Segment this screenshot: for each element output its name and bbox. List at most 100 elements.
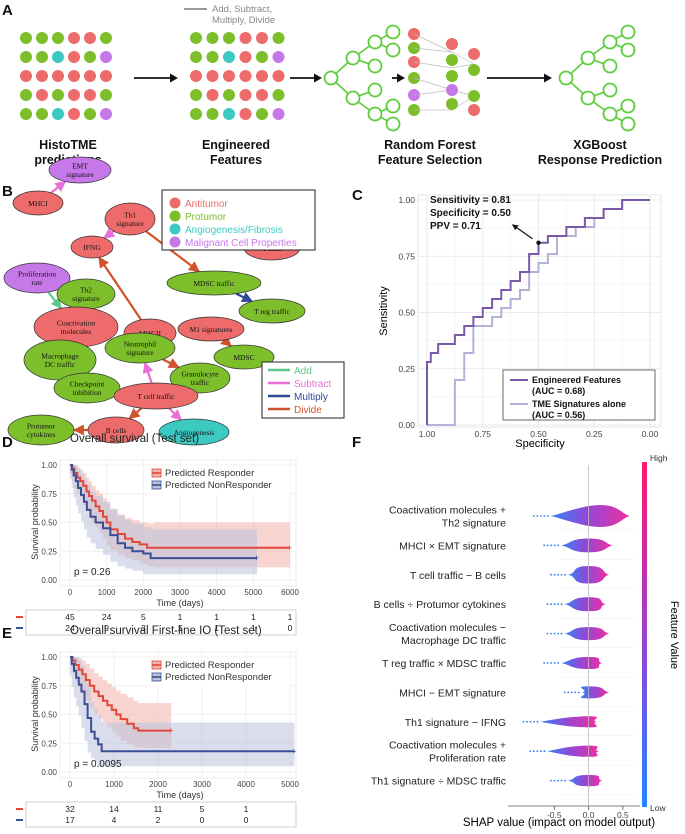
feature-node: [190, 108, 202, 120]
risk-table-cell: 14: [109, 804, 119, 814]
feature-value-colorbar: [642, 462, 647, 807]
shap-outlier-dot: [550, 544, 553, 547]
shap-outlier-dot: [564, 779, 566, 782]
shap-feature-label: T cell traffic − B cells: [410, 570, 506, 582]
shap-outlier-dot: [560, 632, 563, 635]
node-label-gran: traffic: [191, 378, 210, 387]
feature-dot: [84, 108, 96, 120]
feature-dot: [20, 108, 32, 120]
shap-violin-1: [561, 538, 613, 553]
arrow-head: [314, 73, 322, 83]
operation-label: Divide: [294, 405, 322, 416]
km-y-tick: 0.00: [41, 576, 57, 585]
legend-series-auc: (AUC = 0.56): [532, 410, 585, 420]
node-treg: [238, 298, 306, 324]
risk-table-cell: 0: [288, 623, 293, 633]
km-x-tick: 1000: [98, 588, 116, 597]
feature-dot: [100, 51, 112, 63]
feature-dot: [52, 70, 64, 82]
risk-table-cell: 9: [104, 623, 109, 633]
shap-outlier-dot: [529, 720, 532, 723]
caption-histotme-1: HistoTME: [39, 138, 97, 152]
shap-outlier-dot: [550, 603, 552, 606]
tree-node: [385, 42, 401, 58]
node-m1: [177, 316, 245, 342]
node-label-emt: EMT: [72, 162, 88, 171]
category-label: Malignant Cell Properties: [185, 238, 297, 249]
feature-node: [272, 108, 285, 120]
tree-node: [367, 58, 383, 74]
feature-node: [272, 32, 285, 44]
node-label-neut: Neutrophil: [124, 340, 157, 349]
feature-dot: [52, 108, 64, 120]
roc-curve-tme: [427, 199, 650, 426]
selection-link: [413, 33, 453, 53]
panel-label-d: D: [2, 434, 13, 451]
node-label-mhc1: MHCI: [28, 199, 48, 208]
km-x-tick: 2000: [134, 588, 152, 597]
node-protumor: [7, 414, 75, 446]
shap-outlier-dot: [543, 750, 546, 753]
shap-outlier-dot: [546, 632, 549, 635]
shap-outlier-dot: [536, 515, 539, 517]
feature-dot: [20, 70, 32, 82]
shap-outlier-dot: [522, 720, 525, 723]
risk-table-box: [25, 609, 297, 636]
histotme-dot-grid: [20, 32, 112, 120]
node-label-checkp: Checkpoint: [70, 380, 105, 389]
y-tick-label: 0.50: [398, 308, 415, 318]
tree-node: [620, 24, 636, 40]
feature-dot: [100, 108, 112, 120]
selection-link: [413, 89, 453, 96]
risk-table-cell: 5: [141, 612, 146, 622]
shap-outlier-dot: [560, 779, 563, 782]
shap-outlier-dot: [557, 779, 559, 782]
shap-feature-label: Th1 signature − IFNG: [405, 717, 506, 729]
panel-d-km-test-set: Overall survival (Test set) 0.00 0.25 0.50 0…: [16, 433, 299, 636]
panel-e-km-first-line-io: Overall survival First-line IO (Test set…: [16, 625, 299, 828]
risk-table-cell: 11: [154, 804, 163, 814]
feature-dot: [84, 32, 96, 44]
tree-node: [367, 82, 383, 98]
node-mdsct: [166, 270, 262, 296]
x-tick-label: 0.00: [642, 429, 659, 439]
feature-node: [256, 32, 268, 44]
tree-node: [602, 34, 618, 50]
panel-a-pipeline: Add, Subtract, Multiply, Divide HistoTME…: [20, 4, 662, 167]
tree-node: [385, 24, 401, 40]
shap-violin-8: [547, 745, 599, 757]
feature-dot: [68, 70, 80, 82]
selection-link: [413, 77, 453, 91]
node-label-coact: molecules: [61, 327, 91, 336]
edge-th1-mdsct: [145, 230, 200, 273]
km-legend-bg: [150, 466, 290, 496]
shap-outlier-dot: [557, 544, 560, 547]
km-pvalue: p = 0.0095: [74, 759, 122, 770]
legend-series-name: Engineered Features: [532, 375, 621, 385]
selected-feature-dot: [446, 70, 458, 82]
engineered-features-network: [190, 32, 285, 120]
selected-feature-dot: [446, 98, 458, 110]
feature-node: [223, 51, 235, 63]
shap-outlier-dot: [563, 691, 566, 694]
shap-outlier-dot: [574, 691, 577, 694]
feature-dot: [68, 108, 80, 120]
feature-dot: [100, 32, 112, 44]
caption-rf-1: Random Forest: [384, 138, 477, 152]
shap-outlier-dot: [533, 720, 535, 723]
roc-curves: [426, 199, 650, 426]
roc-legend: Engineered Features(AUC = 0.68) TME Signa…: [510, 375, 626, 420]
edge-neut-gran: [162, 358, 180, 369]
shap-outlier-dot: [546, 544, 549, 547]
selection-link: [413, 61, 453, 69]
edge-m1-mdsc: [220, 335, 233, 347]
tree-node: [620, 116, 636, 132]
shap-outlier-dot: [560, 603, 563, 606]
feature-node: [223, 32, 235, 44]
node-th1: [104, 202, 156, 236]
category-swatch: [169, 197, 181, 209]
operation-legend-line2: Multiply, Divide: [212, 15, 275, 26]
category-label: Antitumor: [185, 199, 228, 210]
colorbar-low-label: Low: [650, 803, 666, 813]
feature-node: [272, 51, 285, 63]
